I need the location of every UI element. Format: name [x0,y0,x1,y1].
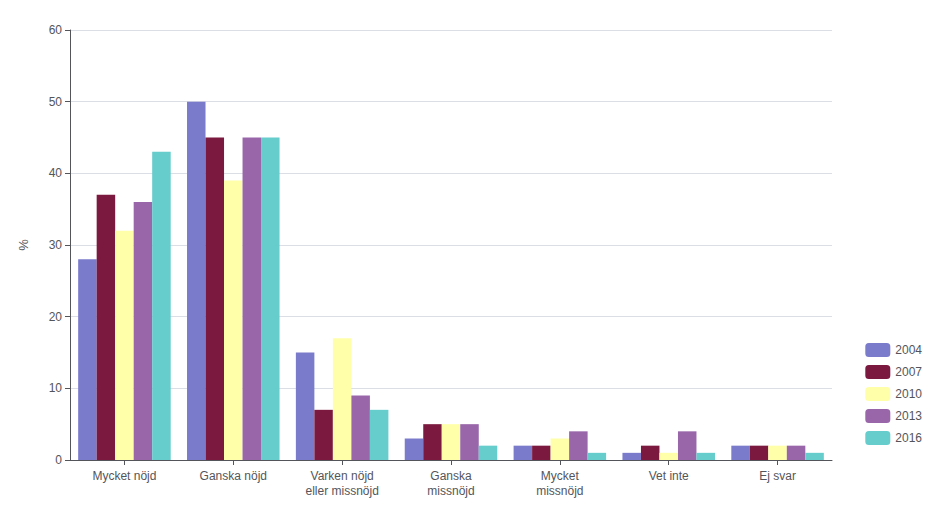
svg-text:eller missnöjd: eller missnöjd [305,484,378,498]
svg-text:40: 40 [49,166,63,180]
svg-text:Mycket: Mycket [541,469,580,483]
svg-text:missnöjd: missnöjd [427,484,474,498]
svg-text:2016: 2016 [895,431,922,445]
svg-text:50: 50 [49,95,63,109]
svg-text:%: % [16,239,31,251]
svg-text:10: 10 [49,381,63,395]
svg-text:Ej svar: Ej svar [759,469,796,483]
svg-text:2013: 2013 [895,409,922,423]
svg-text:2007: 2007 [895,365,922,379]
svg-text:30: 30 [49,238,63,252]
svg-text:Ganska nöjd: Ganska nöjd [200,469,267,483]
svg-text:Mycket nöjd: Mycket nöjd [92,469,156,483]
svg-text:0: 0 [55,453,62,467]
svg-text:Ganska: Ganska [430,469,472,483]
svg-text:missnöjd: missnöjd [536,484,583,498]
svg-text:Varken nöjd: Varken nöjd [311,469,374,483]
svg-text:20: 20 [49,310,63,324]
svg-text:2010: 2010 [895,387,922,401]
svg-text:60: 60 [49,23,63,37]
svg-text:2004: 2004 [895,343,922,357]
svg-text:Vet inte: Vet inte [649,469,689,483]
